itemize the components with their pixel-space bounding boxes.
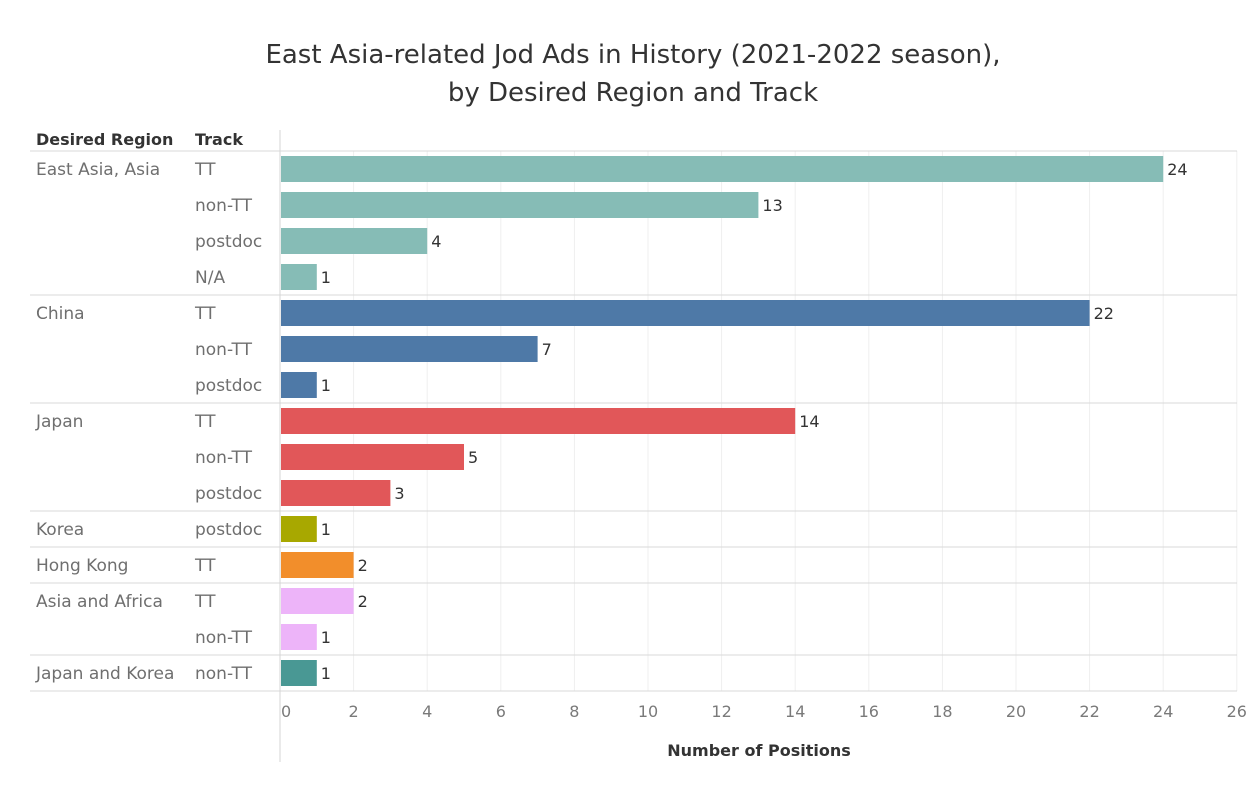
region-group: Asia and Africa TT 2 non-TT 1	[30, 588, 1237, 656]
region-group: China TT 22 non-TT 7 postdoc 1	[30, 300, 1237, 404]
region-label: Hong Kong	[36, 556, 128, 576]
track-label: non-TT	[195, 448, 253, 468]
track-label: postdoc	[195, 484, 262, 504]
x-tick-label: 26	[1227, 702, 1247, 721]
x-tick-label: 24	[1153, 702, 1173, 721]
bar	[281, 552, 354, 578]
region-label: China	[36, 304, 85, 324]
x-tick-label: 6	[496, 702, 506, 721]
x-axis-label: Number of Positions	[667, 741, 851, 760]
bar	[281, 444, 464, 470]
track-label: TT	[194, 304, 216, 324]
track-label: non-TT	[195, 196, 253, 216]
track-label: postdoc	[195, 376, 262, 396]
region-label: Asia and Africa	[36, 592, 163, 612]
data-label: 7	[542, 340, 552, 359]
x-tick-label: 4	[422, 702, 432, 721]
bar	[281, 372, 317, 398]
x-tick-label: 18	[932, 702, 952, 721]
bar	[281, 516, 317, 542]
data-label: 24	[1167, 160, 1187, 179]
region-label: East Asia, Asia	[36, 160, 160, 180]
region-group: Japan TT 14 non-TT 5 postdoc 3	[30, 408, 1237, 512]
track-label: TT	[194, 592, 216, 612]
bar	[281, 336, 538, 362]
x-tick-label: 0	[281, 702, 291, 721]
x-tick-label: 2	[349, 702, 359, 721]
x-tick-label: 16	[859, 702, 879, 721]
data-label: 2	[358, 556, 368, 575]
data-label: 1	[321, 664, 331, 683]
region-label: Japan	[35, 412, 83, 432]
bar	[281, 264, 317, 290]
bar	[281, 624, 317, 650]
track-label: postdoc	[195, 232, 262, 252]
header-track: Track	[195, 130, 243, 149]
track-label: TT	[194, 556, 216, 576]
x-tick-label: 12	[711, 702, 731, 721]
bar	[281, 408, 796, 434]
bar	[281, 480, 391, 506]
bar	[281, 156, 1164, 182]
track-label: non-TT	[195, 628, 253, 648]
x-tick-label: 14	[785, 702, 805, 721]
region-group: Japan and Korea non-TT 1	[30, 660, 1237, 692]
region-label: Korea	[36, 520, 84, 540]
track-label: postdoc	[195, 520, 262, 540]
bar	[281, 300, 1090, 326]
data-label: 1	[321, 268, 331, 287]
chart-title-line-1: East Asia-related Jod Ads in History (20…	[265, 40, 1000, 70]
data-label: 1	[321, 376, 331, 395]
track-label: non-TT	[195, 664, 253, 684]
x-tick-label: 20	[1006, 702, 1026, 721]
x-tick-label: 10	[638, 702, 658, 721]
bar	[281, 588, 354, 614]
data-label: 1	[321, 520, 331, 539]
data-label: 13	[762, 196, 782, 215]
region-group: Korea postdoc 1	[30, 516, 1237, 548]
bar	[281, 192, 759, 218]
data-label: 3	[394, 484, 404, 503]
track-label: TT	[194, 160, 216, 180]
header-desired-region: Desired Region	[36, 130, 173, 149]
bar	[281, 228, 428, 254]
data-label: 1	[321, 628, 331, 647]
data-label: 2	[358, 592, 368, 611]
data-label: 22	[1094, 304, 1114, 323]
region-label: Japan and Korea	[35, 664, 174, 684]
x-axis: 0 2 4 6 8 10 12 14 16 18 20 22 24 26	[30, 130, 1247, 762]
data-label: 5	[468, 448, 478, 467]
chart-title-line-2: by Desired Region and Track	[448, 78, 818, 108]
x-tick-label: 8	[569, 702, 579, 721]
region-group: Hong Kong TT 2	[30, 552, 1237, 584]
track-label: N/A	[195, 268, 225, 288]
data-label: 14	[799, 412, 819, 431]
region-group: East Asia, Asia TT 24 non-TT 13 postdoc 4 N/A 1	[30, 156, 1237, 296]
x-tick-label: 22	[1079, 702, 1099, 721]
bar	[281, 660, 317, 686]
track-label: TT	[194, 412, 216, 432]
track-label: non-TT	[195, 340, 253, 360]
data-label: 4	[431, 232, 441, 251]
